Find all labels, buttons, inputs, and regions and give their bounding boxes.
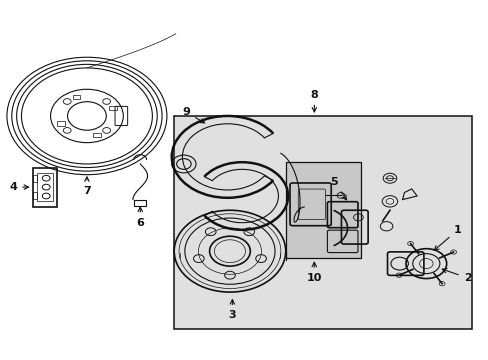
Bar bbox=[93, 133, 101, 137]
Bar bbox=[72, 95, 80, 99]
Text: 2: 2 bbox=[441, 269, 470, 283]
Bar bbox=[33, 167, 57, 207]
Bar bbox=[33, 193, 38, 199]
Text: 6: 6 bbox=[136, 207, 144, 228]
Bar bbox=[109, 106, 117, 111]
Text: 9: 9 bbox=[182, 107, 204, 123]
Text: 1: 1 bbox=[433, 225, 461, 250]
Text: 3: 3 bbox=[228, 300, 236, 320]
Text: 4: 4 bbox=[9, 182, 28, 192]
Bar bbox=[134, 199, 146, 206]
Bar bbox=[33, 175, 38, 182]
Bar bbox=[57, 121, 65, 126]
Bar bbox=[174, 116, 471, 329]
Text: 7: 7 bbox=[83, 177, 91, 196]
Text: 10: 10 bbox=[306, 262, 321, 283]
Text: 5: 5 bbox=[330, 177, 346, 200]
Bar bbox=[37, 173, 52, 201]
Bar bbox=[285, 162, 360, 258]
Text: 8: 8 bbox=[310, 90, 318, 112]
